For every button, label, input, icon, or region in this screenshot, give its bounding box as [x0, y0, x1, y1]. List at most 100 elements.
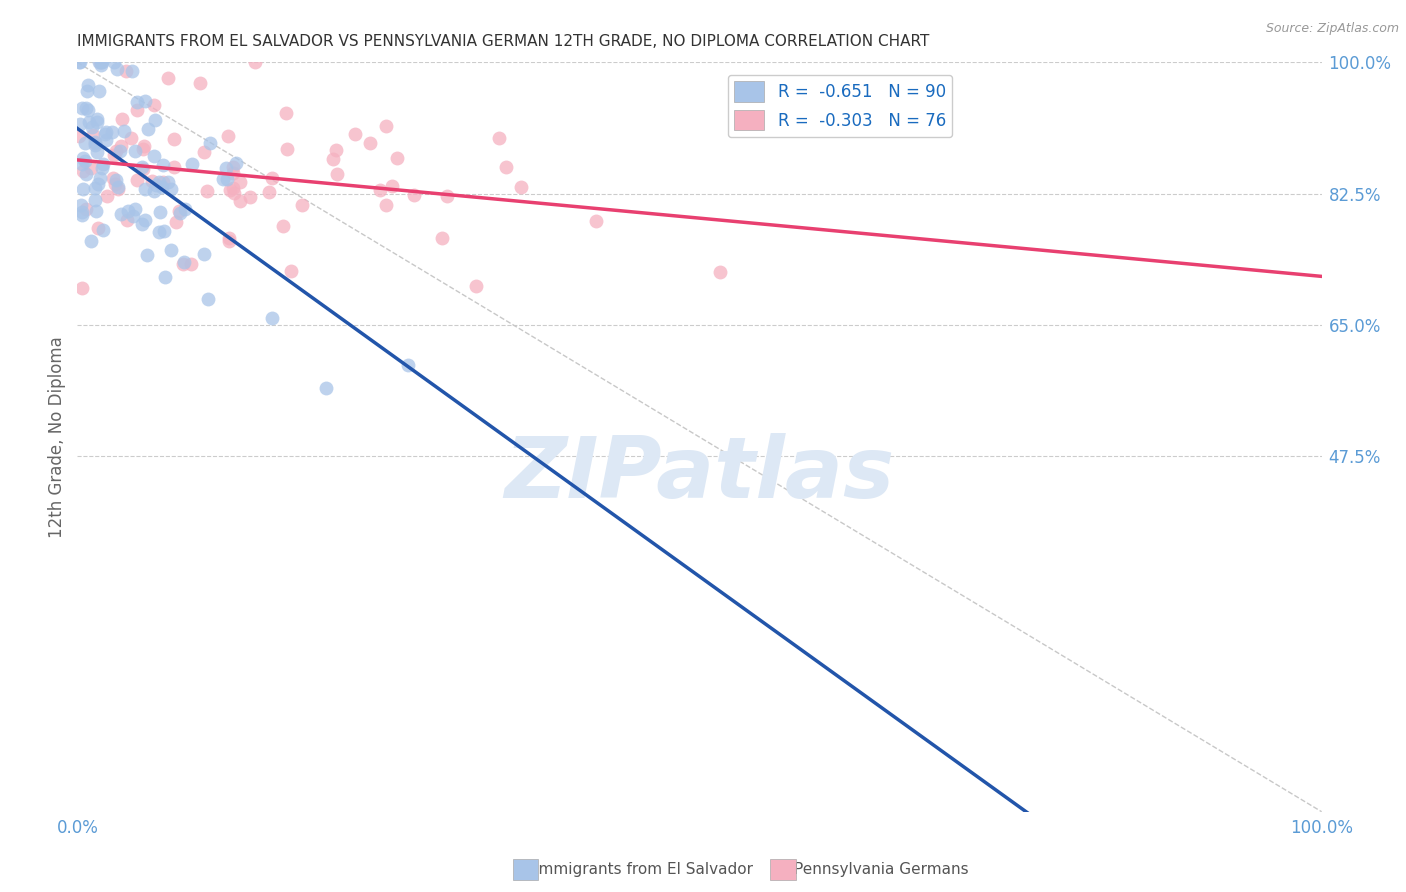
- Point: [436, 189, 458, 203]
- Point: [430, 231, 453, 245]
- Point: [75, 101, 97, 115]
- Point: [76, 78, 98, 92]
- Point: [165, 215, 187, 229]
- Point: [69, 55, 91, 70]
- Point: [91, 156, 114, 170]
- Point: [82, 120, 104, 134]
- Point: [343, 128, 366, 142]
- Point: [136, 121, 159, 136]
- Point: [69, 116, 91, 130]
- Point: [260, 311, 283, 326]
- Point: [359, 136, 381, 151]
- Point: [322, 152, 344, 166]
- Point: [75, 136, 97, 150]
- Point: [134, 95, 156, 109]
- Point: [160, 243, 183, 257]
- Point: [141, 174, 163, 188]
- Point: [375, 119, 398, 133]
- Point: [153, 224, 176, 238]
- Point: [115, 212, 138, 227]
- Point: [509, 180, 531, 194]
- Point: [72, 281, 94, 295]
- Point: [90, 55, 112, 70]
- Point: [122, 209, 145, 223]
- Point: [156, 70, 179, 85]
- Point: [89, 55, 111, 70]
- Point: [142, 148, 165, 162]
- Point: [87, 177, 110, 191]
- Point: [83, 137, 105, 152]
- Point: [105, 62, 128, 77]
- Y-axis label: 12th Grade, No Diploma: 12th Grade, No Diploma: [48, 336, 66, 538]
- Point: [103, 55, 125, 70]
- Point: [291, 198, 314, 212]
- Point: [80, 161, 103, 175]
- Point: [172, 257, 194, 271]
- Point: [402, 188, 425, 202]
- Point: [276, 106, 298, 120]
- Point: [77, 115, 100, 129]
- Point: [325, 167, 347, 181]
- Point: [121, 63, 143, 78]
- Point: [160, 181, 183, 195]
- Point: [131, 217, 153, 231]
- Point: [67, 55, 90, 70]
- Point: [94, 125, 117, 139]
- Text: Immigrants from El Salvador: Immigrants from El Salvador: [534, 863, 754, 877]
- Point: [94, 127, 117, 141]
- Point: [215, 161, 238, 175]
- Point: [84, 181, 107, 195]
- Point: [103, 148, 125, 162]
- Point: [219, 183, 242, 197]
- Point: [70, 101, 93, 115]
- Point: [143, 113, 166, 128]
- Point: [217, 129, 239, 144]
- Point: [101, 125, 124, 139]
- Point: [134, 181, 156, 195]
- Point: [198, 136, 221, 151]
- Point: [152, 158, 174, 172]
- Point: [222, 186, 245, 201]
- Text: Source: ZipAtlas.com: Source: ZipAtlas.com: [1265, 22, 1399, 36]
- Point: [132, 142, 155, 156]
- Point: [76, 103, 98, 118]
- Point: [180, 257, 202, 271]
- Point: [104, 173, 127, 187]
- Point: [280, 264, 302, 278]
- Point: [375, 198, 398, 212]
- Point: [193, 145, 215, 160]
- Point: [163, 160, 186, 174]
- Text: ZIPatlas: ZIPatlas: [505, 433, 894, 516]
- Point: [368, 183, 391, 197]
- Point: [243, 55, 266, 70]
- Point: [69, 198, 91, 212]
- Point: [70, 208, 93, 222]
- Point: [82, 128, 104, 142]
- Point: [132, 162, 155, 177]
- Point: [585, 214, 607, 228]
- Point: [195, 184, 218, 198]
- Point: [86, 114, 108, 128]
- Point: [136, 247, 159, 261]
- Point: [83, 193, 105, 207]
- Text: Pennsylvania Germans: Pennsylvania Germans: [794, 863, 969, 877]
- Point: [112, 124, 135, 138]
- Point: [91, 161, 114, 175]
- Point: [111, 112, 134, 127]
- Point: [173, 255, 195, 269]
- Point: [197, 292, 219, 306]
- Point: [87, 84, 110, 98]
- Point: [124, 202, 146, 217]
- Legend: R =  -0.651   N = 90, R =  -0.303   N = 76: R = -0.651 N = 90, R = -0.303 N = 76: [727, 75, 952, 136]
- Point: [222, 165, 245, 179]
- Point: [80, 234, 103, 248]
- Point: [83, 136, 105, 151]
- Point: [174, 202, 197, 216]
- Point: [163, 132, 186, 146]
- Point: [89, 55, 111, 70]
- Point: [315, 381, 337, 395]
- Point: [107, 179, 129, 194]
- Point: [91, 223, 114, 237]
- Point: [72, 151, 94, 165]
- Point: [110, 207, 132, 221]
